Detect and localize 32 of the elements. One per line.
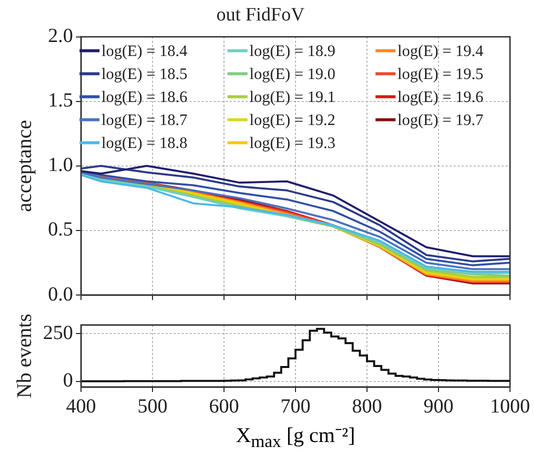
y-tick-label: 0.5 (48, 218, 73, 241)
legend-label: log(E) = 19.0 (250, 66, 336, 84)
x-tick-label: 900 (424, 395, 454, 418)
y-tick-label: 2.0 (48, 25, 73, 48)
y-tick-label: 0.0 (48, 283, 73, 306)
legend-label: log(E) = 18.6 (102, 89, 188, 106)
x-tick-label: 1000 (490, 395, 530, 418)
x-tick-label: 500 (138, 395, 168, 418)
x-axis-title: X$_{max}$ [g cm⁻²] (234, 422, 356, 452)
x-tick-label: 600 (209, 395, 239, 418)
legend-label: log(E) = 18.9 (250, 43, 336, 60)
legend-label: log(E) = 19.4 (398, 43, 484, 60)
y-tick-label: 0 (63, 370, 73, 392)
y-tick-label: 1.0 (48, 154, 73, 176)
x-tick-label: 400 (66, 395, 96, 418)
y-axis-title: acceptance (12, 120, 36, 212)
legend-label: log(E) = 19.1 (250, 89, 336, 106)
legend-label: log(E) = 19.7 (398, 112, 484, 130)
legend-label: log(E) = 19.6 (398, 89, 484, 106)
legend-label: log(E) = 19.3 (250, 135, 336, 152)
y-tick-label: 250 (43, 322, 73, 344)
legend-label: log(E) = 19.2 (250, 112, 336, 130)
legend-label: log(E) = 18.4 (102, 43, 188, 60)
y-tick-label: 1.5 (48, 90, 73, 112)
chart-title: out FidFoV (216, 4, 305, 26)
y-axis-title: Nb events (12, 314, 36, 398)
legend-label: log(E) = 18.7 (102, 112, 188, 130)
legend-label: log(E) = 19.5 (398, 66, 484, 84)
legend-label: log(E) = 18.8 (102, 135, 188, 152)
legend-label: log(E) = 18.5 (102, 66, 188, 84)
x-tick-label: 800 (352, 395, 382, 418)
x-tick-label: 700 (280, 395, 310, 418)
